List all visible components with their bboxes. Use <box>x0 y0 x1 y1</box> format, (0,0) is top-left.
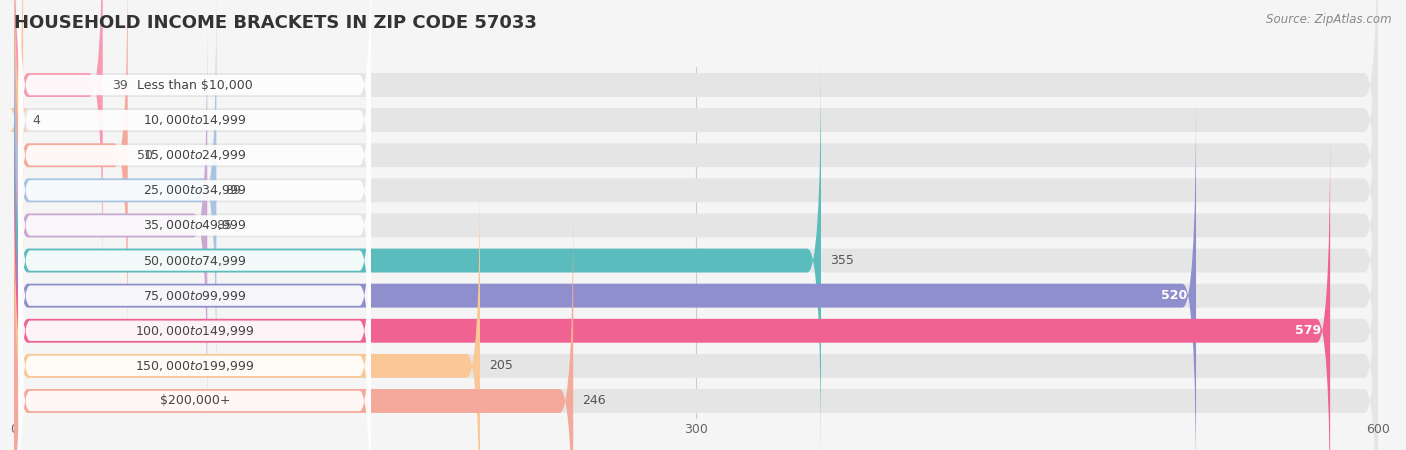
Text: 355: 355 <box>830 254 853 267</box>
FancyBboxPatch shape <box>14 0 128 354</box>
FancyBboxPatch shape <box>14 0 1378 354</box>
Text: $200,000+: $200,000+ <box>159 395 231 407</box>
FancyBboxPatch shape <box>14 27 207 424</box>
FancyBboxPatch shape <box>14 0 217 389</box>
FancyBboxPatch shape <box>18 95 371 426</box>
Text: 39: 39 <box>112 79 128 91</box>
FancyBboxPatch shape <box>14 97 1378 450</box>
FancyBboxPatch shape <box>18 201 371 450</box>
Text: HOUSEHOLD INCOME BRACKETS IN ZIP CODE 57033: HOUSEHOLD INCOME BRACKETS IN ZIP CODE 57… <box>14 14 537 32</box>
FancyBboxPatch shape <box>10 0 28 319</box>
FancyBboxPatch shape <box>14 167 479 450</box>
FancyBboxPatch shape <box>14 0 1378 319</box>
Text: 520: 520 <box>1161 289 1187 302</box>
Text: 205: 205 <box>489 360 513 372</box>
FancyBboxPatch shape <box>14 97 1197 450</box>
Text: $10,000 to $14,999: $10,000 to $14,999 <box>143 113 246 127</box>
FancyBboxPatch shape <box>14 132 1330 450</box>
FancyBboxPatch shape <box>18 60 371 391</box>
Text: $75,000 to $99,999: $75,000 to $99,999 <box>143 288 246 303</box>
Text: 85: 85 <box>217 219 232 232</box>
Text: $150,000 to $199,999: $150,000 to $199,999 <box>135 359 254 373</box>
FancyBboxPatch shape <box>18 25 371 356</box>
FancyBboxPatch shape <box>18 0 371 250</box>
Text: 4: 4 <box>32 114 41 126</box>
Text: Less than $10,000: Less than $10,000 <box>136 79 253 91</box>
FancyBboxPatch shape <box>14 0 103 284</box>
Text: $25,000 to $34,999: $25,000 to $34,999 <box>143 183 246 198</box>
FancyBboxPatch shape <box>14 0 1378 389</box>
FancyBboxPatch shape <box>14 27 1378 424</box>
FancyBboxPatch shape <box>14 132 1378 450</box>
FancyBboxPatch shape <box>14 0 1378 284</box>
Text: $35,000 to $49,999: $35,000 to $49,999 <box>143 218 246 233</box>
Text: 89: 89 <box>225 184 242 197</box>
FancyBboxPatch shape <box>14 62 1378 450</box>
Text: 50: 50 <box>136 149 153 162</box>
Text: Source: ZipAtlas.com: Source: ZipAtlas.com <box>1267 14 1392 27</box>
FancyBboxPatch shape <box>14 202 574 450</box>
FancyBboxPatch shape <box>18 0 371 320</box>
Text: $50,000 to $74,999: $50,000 to $74,999 <box>143 253 246 268</box>
FancyBboxPatch shape <box>18 236 371 450</box>
FancyBboxPatch shape <box>14 62 821 450</box>
FancyBboxPatch shape <box>18 166 371 450</box>
Text: 246: 246 <box>582 395 606 407</box>
FancyBboxPatch shape <box>18 0 371 285</box>
FancyBboxPatch shape <box>14 202 1378 450</box>
Text: $15,000 to $24,999: $15,000 to $24,999 <box>143 148 246 162</box>
Text: 579: 579 <box>1295 324 1322 337</box>
FancyBboxPatch shape <box>18 130 371 450</box>
FancyBboxPatch shape <box>14 167 1378 450</box>
Text: $100,000 to $149,999: $100,000 to $149,999 <box>135 324 254 338</box>
